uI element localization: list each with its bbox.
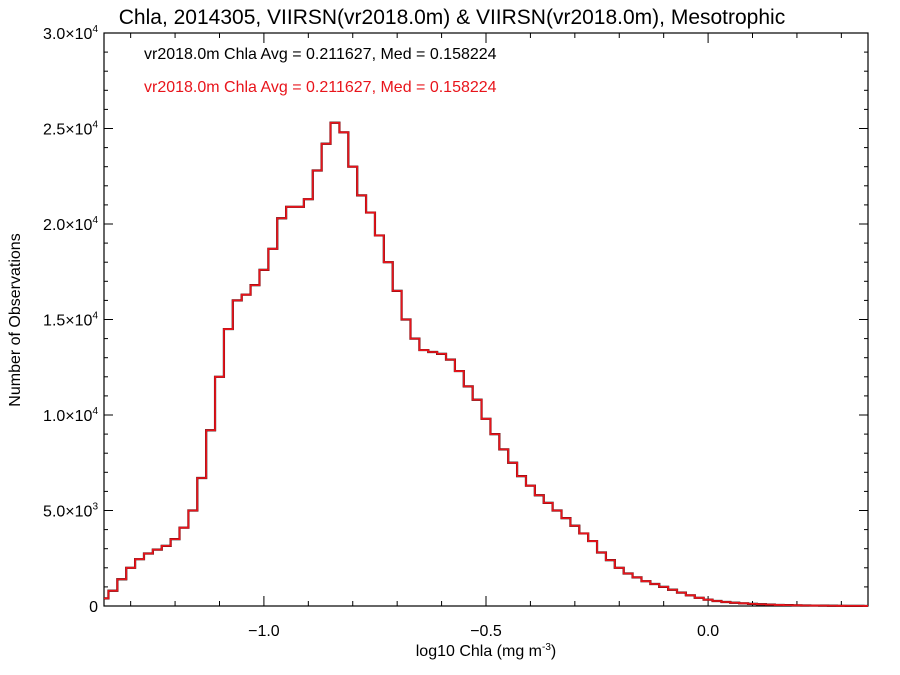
- x-axis-label-main: log10 Chla (mg m: [416, 643, 542, 660]
- x-tick-label: 0.0: [697, 623, 719, 640]
- x-tick-label: −0.5: [470, 623, 502, 640]
- y-tick-mantissa: 5.0×10: [43, 504, 92, 521]
- x-axis-label-sup: -3: [542, 642, 551, 653]
- x-axis: −1.0 −0.5 0.0: [130, 33, 842, 640]
- y-tick-exponent: 4: [92, 120, 98, 131]
- y-axis: 05.0×1031.0×1041.5×1042.0×1042.5×1043.0×…: [43, 24, 868, 616]
- y-tick-label: 3.0×104: [43, 24, 98, 43]
- y-tick-mantissa: 1.0×10: [43, 408, 92, 425]
- histogram-line-black: [104, 121, 868, 608]
- y-tick-mantissa: 2.0×10: [43, 217, 92, 234]
- y-tick-mantissa: 0: [89, 599, 98, 616]
- y-tick-exponent: 3: [92, 502, 98, 513]
- y-tick-exponent: 4: [92, 215, 98, 226]
- y-tick-label: 1.0×104: [43, 406, 98, 425]
- y-axis-label: Number of Observations: [7, 233, 24, 406]
- plot-frame: [103, 32, 869, 607]
- x-axis-label-end: ): [551, 643, 556, 660]
- y-tick-label: 2.0×104: [43, 215, 98, 234]
- chart-title: Chla, 2014305, VIIRSN(vr2018.0m) & VIIRS…: [119, 6, 785, 29]
- y-tick-label: 5.0×103: [43, 502, 98, 521]
- histogram-line-red: [104, 121, 868, 607]
- y-tick-mantissa: 1.5×10: [43, 313, 92, 330]
- x-tick-label: −1.0: [248, 623, 280, 640]
- y-tick-mantissa: 3.0×10: [43, 26, 92, 43]
- y-tick-exponent: 4: [92, 311, 98, 322]
- y-tick-exponent: 4: [92, 406, 98, 417]
- y-tick-label: 1.5×104: [43, 311, 98, 330]
- y-tick-label: 2.5×104: [43, 120, 98, 139]
- y-tick-label: 0: [89, 599, 98, 616]
- stats-annotation-black: vr2018.0m Chla Avg = 0.211627, Med = 0.1…: [144, 46, 497, 63]
- series-group: [104, 121, 868, 608]
- y-tick-exponent: 4: [92, 24, 98, 35]
- y-tick-mantissa: 2.5×10: [43, 122, 92, 139]
- x-axis-label: log10 Chla (mg m-3): [416, 642, 557, 660]
- stats-annotation-red: vr2018.0m Chla Avg = 0.211627, Med = 0.1…: [144, 79, 497, 96]
